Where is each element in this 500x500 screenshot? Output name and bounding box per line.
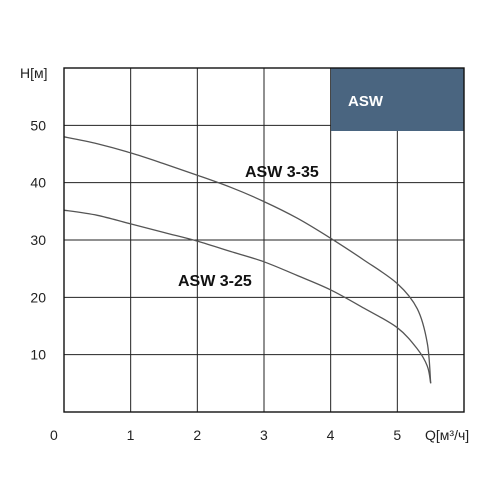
x-tick-labels: 0 1 2 3 4 5 bbox=[50, 427, 401, 443]
curve-asw-3-25 bbox=[63, 209, 432, 384]
plot-frame bbox=[63, 67, 465, 413]
y-tick-label: 20 bbox=[30, 289, 46, 305]
series-labels: ASW 3-35 ASW 3-25 bbox=[178, 164, 319, 290]
asw-badge: ASW bbox=[331, 68, 464, 131]
badge-label: ASW bbox=[348, 93, 384, 110]
curve-asw-3-35 bbox=[63, 136, 432, 384]
series-label-asw-3-35: ASW 3-35 bbox=[245, 164, 319, 181]
y-tick-label: 30 bbox=[30, 232, 46, 248]
x-tick-label: 4 bbox=[327, 427, 335, 443]
y-tick-label: 40 bbox=[30, 175, 46, 191]
x-tick-label: 5 bbox=[393, 427, 401, 443]
x-tick-label: 0 bbox=[50, 427, 58, 443]
y-tick-label: 50 bbox=[30, 117, 46, 133]
x-tick-label: 2 bbox=[193, 427, 201, 443]
x-axis-title: Q[м³/ч] bbox=[425, 427, 469, 443]
badge-box bbox=[331, 68, 464, 131]
y-tick-labels: 10 20 30 40 50 bbox=[30, 117, 46, 362]
y-axis-title: H[м] bbox=[20, 65, 48, 81]
y-tick-label: 10 bbox=[30, 347, 46, 363]
series-label-asw-3-25: ASW 3-25 bbox=[178, 273, 252, 290]
x-tick-label: 3 bbox=[260, 427, 268, 443]
curves bbox=[63, 136, 432, 384]
x-tick-label: 1 bbox=[127, 427, 135, 443]
